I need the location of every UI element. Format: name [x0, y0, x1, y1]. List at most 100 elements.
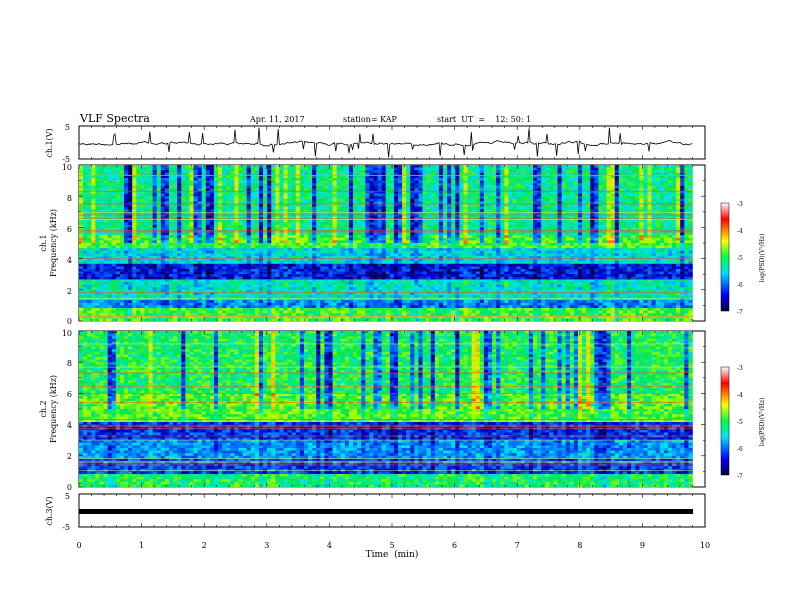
- spectrogram-cell: [160, 250, 166, 254]
- spectrogram-cell: [541, 175, 546, 179]
- spectrogram-cell: [655, 240, 661, 244]
- spectrogram-cell: [246, 183, 252, 187]
- spectrogram-cell: [283, 172, 288, 176]
- spectrogram-cell: [181, 219, 186, 223]
- spectrogram-cell: [528, 248, 534, 252]
- spectrogram-cell: [610, 245, 616, 249]
- spectrogram-cell: [185, 237, 190, 241]
- spectrogram-cell: [258, 240, 264, 244]
- spectrogram-cell: [230, 237, 235, 241]
- spectrogram-cell: [316, 191, 321, 194]
- spectrogram-cell: [545, 172, 550, 176]
- spectrogram-cell: [177, 206, 182, 210]
- spectrogram-cell: [303, 185, 309, 189]
- spectrogram-cell: [402, 183, 407, 187]
- spectrogram-cell: [168, 204, 174, 207]
- spectrogram-cell: [406, 243, 411, 246]
- spectrogram-cell: [586, 188, 591, 192]
- spectrogram-cell: [197, 250, 202, 254]
- spectrogram-cell: [365, 248, 370, 252]
- spectrogram-cell: [430, 232, 436, 236]
- spectrogram-cell: [569, 209, 575, 213]
- spectrogram-cell: [598, 214, 603, 218]
- spectrogram-cell: [79, 183, 84, 187]
- spectrogram-cell: [622, 170, 628, 174]
- spectrogram-cell: [218, 167, 223, 171]
- spectrogram-cell: [598, 219, 603, 223]
- spectrogram-cell: [561, 240, 566, 244]
- spectrogram-cell: [197, 185, 202, 189]
- spectrogram-cell: [590, 222, 595, 226]
- spectrogram-cell: [152, 227, 158, 231]
- spectrogram-cell: [250, 230, 256, 233]
- spectrogram-cell: [659, 201, 665, 205]
- spectrogram-cell: [132, 250, 137, 254]
- spectrogram-cell: [520, 230, 526, 233]
- spectrogram-cell: [447, 183, 452, 187]
- spectrogram-cell: [353, 219, 358, 223]
- spectrogram-cell: [123, 185, 129, 189]
- spectrogram-cell: [275, 193, 280, 197]
- spectrogram-cell: [528, 243, 534, 246]
- spectrogram-cell: [676, 172, 681, 176]
- spectrogram-cell: [201, 180, 207, 184]
- spectrogram-cell: [389, 219, 395, 223]
- ch1-ytick-bottom: -5: [62, 155, 70, 164]
- spectrogram-cell: [246, 230, 252, 233]
- spectrogram-cell: [103, 230, 108, 233]
- spectrogram-cell: [582, 191, 587, 194]
- spectrogram-cell: [545, 222, 550, 226]
- spectrogram-cell: [336, 191, 342, 194]
- spectrogram-cell: [348, 183, 354, 187]
- spectrogram-cell: [271, 219, 276, 223]
- spectrogram-cell: [451, 165, 456, 168]
- spectrogram-cell: [123, 235, 129, 239]
- spectrogram-cell: [451, 196, 456, 200]
- spectrogram-cell: [385, 222, 391, 226]
- spectrogram-cell: [537, 206, 542, 210]
- spectrogram-cell: [594, 185, 599, 189]
- spectrogram-cell: [385, 237, 391, 241]
- spectrogram-cell: [377, 214, 382, 218]
- spectrogram-cell: [144, 237, 149, 241]
- spectrogram-cell: [422, 219, 427, 223]
- spectrogram-cell: [385, 172, 391, 176]
- spectrogram-cell: [635, 198, 640, 202]
- spectrogram-cell: [430, 237, 436, 241]
- spectrogram-cell: [487, 235, 493, 239]
- spectrogram-cell: [508, 209, 513, 213]
- spectrogram-cell: [193, 240, 198, 244]
- spectrogram-cell: [631, 188, 636, 192]
- spectrogram-cell: [586, 222, 591, 226]
- spectrogram-cell: [430, 191, 436, 194]
- spectrogram-cell: [606, 201, 611, 205]
- spectrogram-cell: [443, 165, 448, 168]
- spectrogram-cell: [218, 219, 223, 223]
- spectrogram-cell: [590, 204, 595, 207]
- spectrogram-cell: [328, 230, 333, 233]
- spectrogram-cell: [463, 235, 468, 239]
- spectrogram-cell: [303, 198, 309, 202]
- spectrogram-cell: [418, 204, 423, 207]
- spectrogram-cell: [569, 172, 575, 176]
- spectrogram-cell: [549, 235, 554, 239]
- spectrogram-cell: [209, 180, 215, 184]
- spectrogram-cell: [230, 170, 235, 174]
- spectrogram-cell: [230, 167, 235, 171]
- spectrogram-cell: [483, 227, 489, 231]
- spectrogram-cell: [328, 232, 333, 236]
- spectrogram-cell: [258, 237, 264, 241]
- spectrogram-cell: [663, 248, 669, 252]
- spectrogram-cell: [91, 222, 96, 226]
- spectrogram-cell: [144, 178, 149, 181]
- spectrogram-cell: [487, 224, 493, 228]
- spectrogram-cell: [369, 248, 374, 252]
- spectrogram-cell: [447, 206, 452, 210]
- spectrogram-cell: [332, 245, 337, 249]
- spectrogram-cell: [83, 201, 88, 205]
- spectrogram-cell: [434, 180, 440, 184]
- spectrogram-cell: [119, 198, 125, 202]
- spectrogram-cell: [557, 204, 562, 207]
- spectrogram-cell: [598, 235, 603, 239]
- spectrogram-cell: [520, 172, 526, 176]
